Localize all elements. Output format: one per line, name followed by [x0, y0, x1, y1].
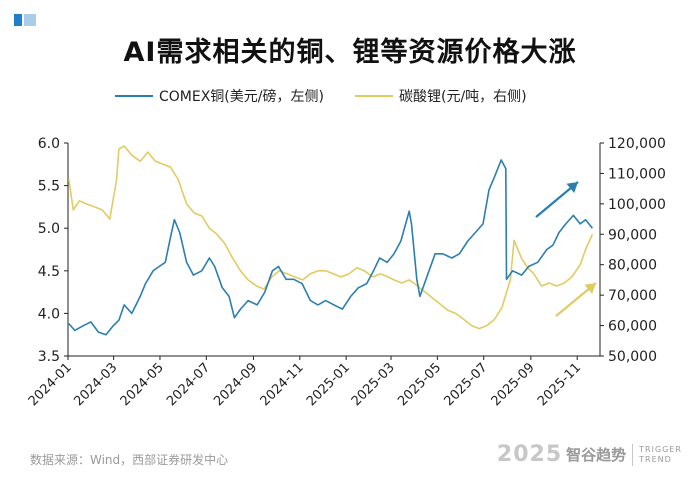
lithium-series-line	[68, 145, 594, 330]
x-tick-label: 2025-07	[442, 360, 491, 409]
y-left-tick-label: 4.0	[38, 306, 60, 322]
x-tick-label: 2025-03	[349, 360, 398, 409]
x-tick-label: 2024-03	[71, 360, 120, 409]
y-right-tick-label: 90,000	[608, 227, 657, 243]
lithium-up-arrow-head	[584, 283, 596, 294]
x-tick-label: 2024-11	[258, 360, 307, 409]
y-left-tick-label: 6.0	[38, 136, 60, 152]
brand-english-line2: TREND	[639, 454, 672, 464]
y-left-tick-label: 3.5	[38, 349, 60, 365]
x-tick-label: 2024-09	[211, 360, 260, 409]
y-left-tick-label: 4.5	[38, 264, 60, 280]
legend-copper-label: COMEX铜(美元/磅，左侧)	[159, 88, 324, 105]
brand-year: 2025	[496, 442, 563, 467]
x-tick-label: 2024-07	[164, 360, 213, 409]
corner-mark-light-block	[24, 14, 36, 26]
brand-english: TRIGGER TREND	[639, 445, 682, 465]
corner-logo-mark	[14, 14, 36, 26]
y-right-tick-label: 120,000	[608, 136, 666, 152]
legend-lithium-label: 碳酸锂(元/吨，右侧)	[399, 89, 527, 105]
y-left-tick-label: 5.5	[38, 179, 60, 195]
chart-title: AI需求相关的铜、锂等资源价格大涨	[123, 37, 577, 68]
y-right-tick-label: 110,000	[608, 166, 666, 182]
y-right-tick-label: 100,000	[608, 197, 666, 213]
y-right-tick-label: 50,000	[608, 349, 657, 365]
copper-up-arrow-head	[566, 182, 578, 194]
x-tick-label: 2025-05	[395, 360, 444, 409]
x-tick-label: 2025-09	[489, 360, 538, 409]
y-right-tick-label: 80,000	[608, 258, 657, 274]
brand-name: 智谷趋势	[566, 446, 627, 464]
corner-mark-dark-block	[14, 14, 22, 26]
brand-logo: 2025 智谷趋势 TRIGGER TREND	[497, 442, 682, 467]
x-tick-label: 2024-05	[118, 360, 167, 409]
brand-english-line1: TRIGGER	[639, 444, 682, 454]
brand-divider	[632, 443, 634, 466]
y-right-tick-label: 70,000	[608, 288, 657, 304]
copper-series-line	[68, 159, 594, 336]
y-left-tick-label: 5.0	[38, 221, 60, 237]
x-tick-label: 2025-11	[535, 360, 584, 409]
x-tick-label: 2025-01	[304, 360, 353, 409]
x-tick-label: 2024-01	[26, 360, 75, 409]
y-right-tick-label: 60,000	[608, 319, 657, 335]
data-source-note: 数据来源：Wind，西部证券研发中心	[30, 453, 229, 467]
